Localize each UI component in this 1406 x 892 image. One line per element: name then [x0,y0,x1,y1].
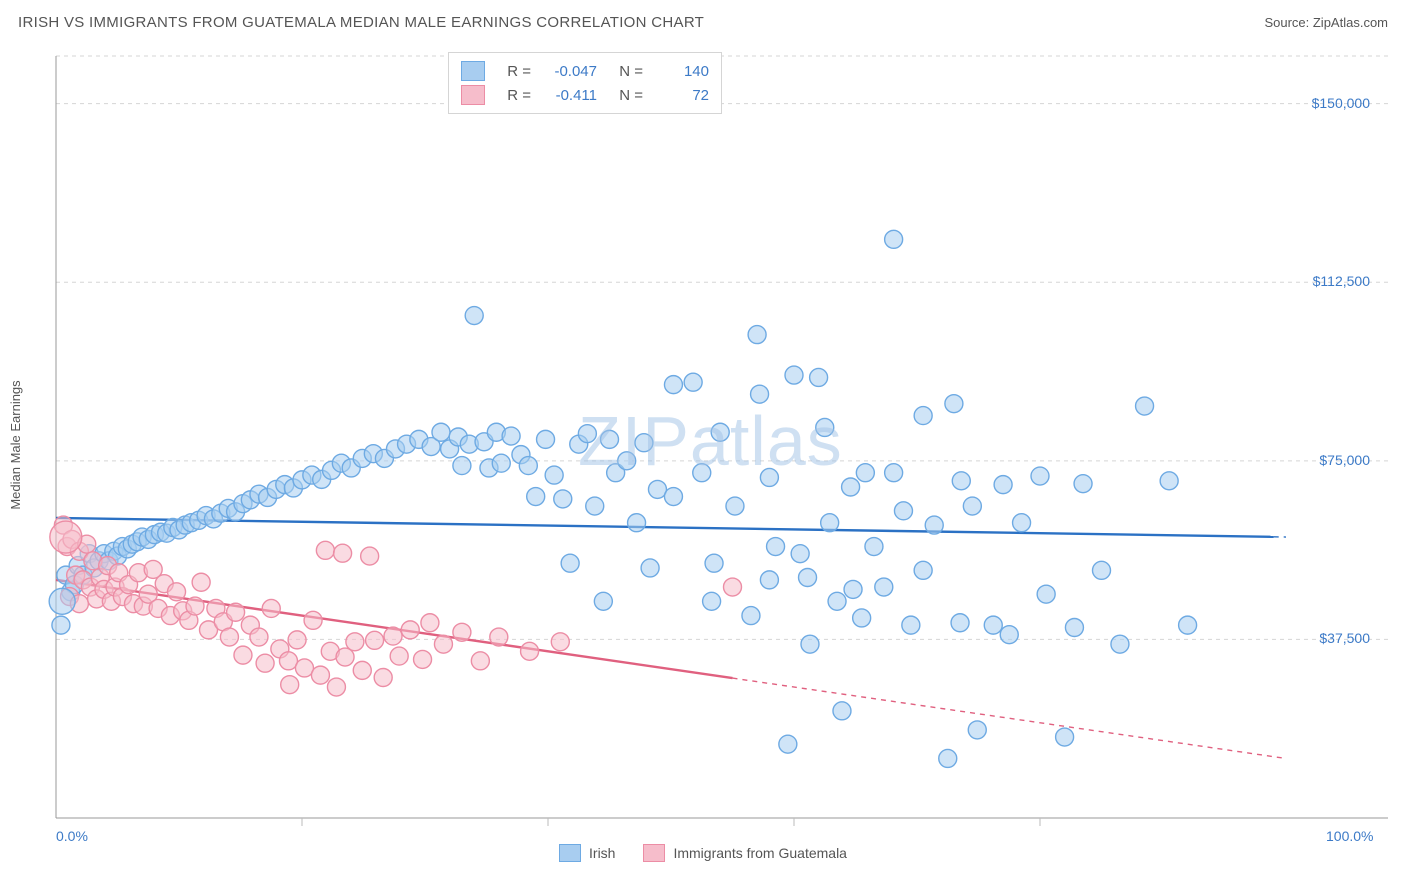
chart-title: IRISH VS IMMIGRANTS FROM GUATEMALA MEDIA… [18,14,704,31]
x-tick-label-right: 100.0% [1326,828,1373,844]
stats-legend: R =-0.047N =140R =-0.411N =72 [448,52,722,114]
chart-container: Median Male Earnings ZIPatlas R =-0.047N… [18,52,1388,838]
y-tick-label: $75,000 [1319,452,1370,468]
y-tick-label: $37,500 [1319,630,1370,646]
legend-label: Immigrants from Guatemala [673,845,847,861]
legend-label: Irish [589,845,615,861]
legend-swatch [461,61,485,81]
legend-swatch [461,85,485,105]
y-tick-label: $150,000 [1312,95,1370,111]
legend-swatch [643,844,665,862]
legend-swatch [559,844,581,862]
chart-source: Source: ZipAtlas.com [1264,15,1388,30]
scatter-chart [18,52,1388,838]
y-axis-label: Median Male Earnings [8,380,23,509]
x-tick-label-left: 0.0% [56,828,88,844]
series-legend: Irish Immigrants from Guatemala [0,844,1406,862]
chart-header: IRISH VS IMMIGRANTS FROM GUATEMALA MEDIA… [0,0,1406,42]
y-tick-label: $112,500 [1313,273,1370,289]
